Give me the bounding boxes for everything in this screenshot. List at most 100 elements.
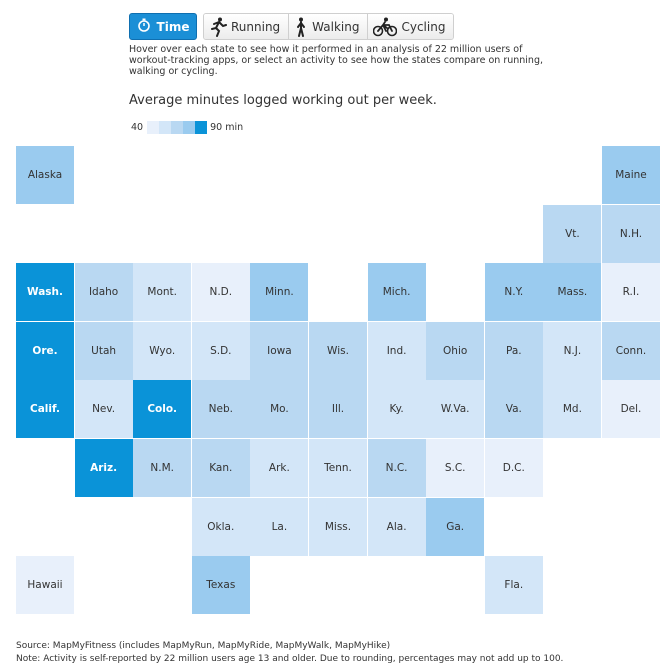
legend-swatch-1 [159, 121, 172, 134]
map-subtitle: Average minutes logged working out per w… [129, 93, 437, 108]
state-tile[interactable]: W.Va. [426, 380, 485, 439]
state-tile[interactable]: Ore. [16, 321, 74, 380]
state-label: N.C. [385, 462, 408, 474]
state-label: Nev. [92, 403, 116, 416]
tab-cycling[interactable]: Cycling [367, 14, 454, 39]
state-tile[interactable]: Ga. [426, 497, 485, 556]
state-tile[interactable]: Mass. [543, 263, 602, 322]
state-label: La. [271, 520, 288, 533]
state-tile[interactable]: Pa. [484, 321, 543, 380]
state-label: N.J. [563, 344, 582, 357]
state-label: Fla. [504, 579, 524, 592]
state-label: Texas [206, 579, 236, 592]
activity-tab-group: Running Walking [203, 13, 455, 40]
state-label: Ohio [443, 344, 468, 357]
state-label: Ill. [331, 403, 345, 416]
state-label: Ga. [446, 520, 465, 533]
state-tile[interactable]: Conn. [602, 321, 660, 380]
state-tile[interactable]: Iowa [250, 321, 309, 380]
state-tile[interactable]: Wis. [309, 321, 367, 380]
state-tile[interactable]: Colo. [133, 380, 192, 439]
state-tile[interactable]: Va. [484, 380, 543, 439]
tab-walking-label: Walking [312, 19, 360, 34]
state-tile[interactable]: Del. [602, 380, 660, 439]
state-tile[interactable]: Maine [602, 146, 660, 204]
tab-time[interactable]: Time [129, 13, 197, 40]
state-tile[interactable]: N.J. [543, 321, 602, 380]
state-label: Neb. [208, 403, 233, 416]
tab-walking[interactable]: Walking [288, 14, 368, 39]
state-label: Idaho [88, 286, 119, 299]
state-tile[interactable]: N.H. [602, 204, 660, 263]
state-label: Maine [615, 169, 647, 181]
state-tile[interactable]: Alaska [16, 146, 74, 204]
state-label: Mass. [557, 286, 588, 299]
state-label: Ky. [389, 403, 404, 416]
state-label: Mont. [147, 286, 177, 299]
state-label: R.I. [622, 286, 640, 299]
state-tile[interactable]: Minn. [250, 263, 309, 322]
state-tile[interactable]: Fla. [484, 556, 543, 615]
state-tile[interactable]: Ill. [309, 380, 367, 439]
state-tile[interactable]: N.D. [191, 263, 250, 322]
state-tile[interactable]: Vt. [543, 204, 602, 263]
state-tile[interactable]: S.C. [426, 439, 485, 497]
state-tile[interactable]: Utah [74, 321, 133, 380]
tab-running-label: Running [231, 19, 281, 34]
state-tile[interactable]: Ohio [426, 321, 485, 380]
state-tile[interactable]: Miss. [309, 497, 367, 556]
state-tile[interactable]: Calif. [16, 380, 74, 439]
state-tile[interactable]: Mo. [250, 380, 309, 439]
note-line: Note: Activity is self-reported by 22 mi… [16, 654, 564, 664]
legend-max-label: 90 min [210, 122, 244, 133]
state-tile[interactable]: N.Y. [484, 263, 543, 322]
tab-running[interactable]: Running [204, 14, 289, 39]
state-tile[interactable]: N.M. [133, 439, 192, 497]
color-legend: 40 90 min [131, 121, 243, 134]
state-tile[interactable]: Tenn. [309, 439, 367, 497]
state-tile[interactable]: Wash. [16, 263, 74, 322]
state-label: Calif. [30, 403, 60, 416]
state-label: Md. [562, 403, 582, 416]
state-tile[interactable]: N.C. [367, 439, 426, 497]
state-tile[interactable]: Mont. [133, 263, 192, 322]
state-label: Ariz. [90, 462, 118, 474]
state-label: Del. [620, 403, 642, 416]
state-label: Ark. [268, 462, 290, 474]
state-label: N.M. [150, 462, 174, 474]
state-tile[interactable]: D.C. [484, 439, 543, 497]
legend-swatch-3 [183, 121, 196, 134]
state-label: Wyo. [149, 344, 176, 357]
state-label: S.C. [444, 462, 466, 474]
state-tile[interactable]: Texas [191, 556, 250, 615]
state-tile[interactable]: Mich. [367, 263, 426, 322]
state-label: Tenn. [324, 462, 352, 474]
stopwatch-icon [137, 18, 151, 35]
state-tile[interactable]: Nev. [74, 380, 133, 439]
state-tile[interactable]: Ariz. [74, 439, 133, 497]
state-tile[interactable]: S.D. [191, 321, 250, 380]
state-tile[interactable]: Ark. [250, 439, 309, 497]
state-tile[interactable]: Neb. [191, 380, 250, 439]
state-tile[interactable]: Okla. [191, 497, 250, 556]
state-label: Alaska [27, 169, 63, 181]
runner-icon [209, 17, 227, 37]
state-tile[interactable]: Ala. [367, 497, 426, 556]
legend-min-label: 40 [131, 122, 144, 133]
activity-tabs: Time Running Walking [129, 13, 455, 40]
state-tile[interactable]: Kan. [191, 439, 250, 497]
state-tile[interactable]: Hawaii [16, 556, 74, 615]
state-label: Okla. [207, 520, 235, 533]
state-tile[interactable]: La. [250, 497, 309, 556]
source-note: Source: MapMyFitness (includes MapMyRun,… [16, 640, 563, 666]
walker-icon [294, 17, 308, 37]
state-tile[interactable]: R.I. [602, 263, 660, 322]
state-tile[interactable]: Md. [543, 380, 602, 439]
legend-swatches [147, 121, 208, 134]
state-tile[interactable]: Ind. [367, 321, 426, 380]
state-tile[interactable]: Wyo. [133, 321, 192, 380]
state-tile[interactable]: Ky. [367, 380, 426, 439]
state-label: Kan. [209, 462, 233, 474]
state-tile[interactable]: Idaho [74, 263, 133, 322]
